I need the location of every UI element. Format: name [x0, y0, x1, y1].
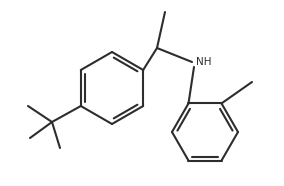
- Text: NH: NH: [196, 57, 212, 67]
